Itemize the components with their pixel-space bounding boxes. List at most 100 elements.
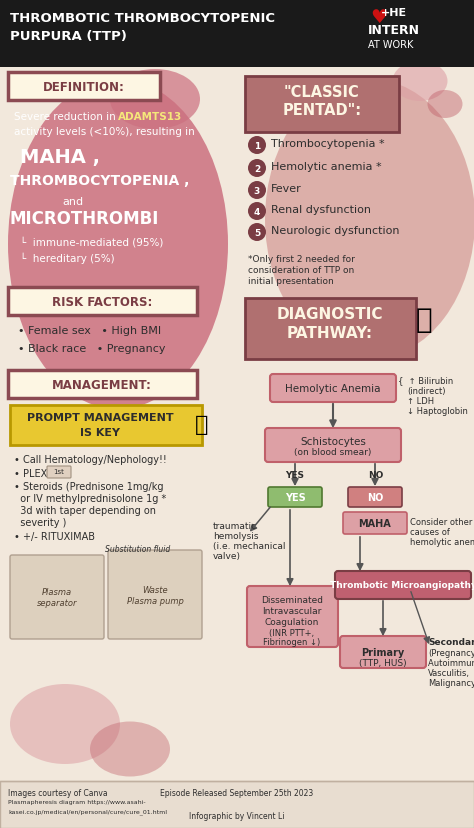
Text: AT WORK: AT WORK (368, 40, 413, 50)
Text: Coagulation: Coagulation (265, 617, 319, 626)
Text: INTERN: INTERN (368, 24, 420, 37)
Text: PROMPT MANAGEMENT: PROMPT MANAGEMENT (27, 412, 173, 422)
Text: RISK FACTORS:: RISK FACTORS: (52, 296, 152, 309)
Text: kasei.co.jp/medical/en/personal/cure/cure_01.html: kasei.co.jp/medical/en/personal/cure/cur… (8, 808, 167, 814)
Text: └  immune-mediated (95%): └ immune-mediated (95%) (20, 237, 164, 248)
Text: Intravascular: Intravascular (262, 606, 322, 615)
Text: THROMBOCYTOPENIA ,: THROMBOCYTOPENIA , (10, 174, 190, 188)
Text: {  ↑ Bilirubin: { ↑ Bilirubin (398, 376, 453, 384)
Text: THROMBOTIC THROMBOCYTOPENIC: THROMBOTIC THROMBOCYTOPENIC (10, 12, 275, 25)
Text: PATHWAY:: PATHWAY: (287, 325, 373, 340)
Text: and: and (62, 197, 83, 207)
Text: MAHA: MAHA (359, 518, 392, 528)
FancyBboxPatch shape (335, 571, 471, 599)
Text: *Only first 2 needed for: *Only first 2 needed for (248, 255, 355, 263)
Text: activity levels (<10%), resulting in: activity levels (<10%), resulting in (14, 127, 195, 137)
Text: hemolytic anemia: hemolytic anemia (410, 537, 474, 546)
Text: 💡: 💡 (416, 306, 433, 334)
Text: (on blood smear): (on blood smear) (294, 447, 372, 456)
Text: Thrombotic Microangiopathy: Thrombotic Microangiopathy (329, 580, 474, 590)
Text: or IV methylprednisolone 1g *: or IV methylprednisolone 1g * (14, 493, 166, 503)
Text: Fibrinogen ↓): Fibrinogen ↓) (264, 638, 320, 646)
Text: • Female sex   • High BMI: • Female sex • High BMI (18, 325, 161, 335)
FancyBboxPatch shape (10, 556, 104, 639)
Text: initial presentation: initial presentation (248, 277, 334, 286)
Text: YES: YES (285, 471, 304, 480)
Text: PURPURA (TTP): PURPURA (TTP) (10, 30, 127, 43)
Text: Thrombocytopenia *: Thrombocytopenia * (271, 139, 384, 149)
Text: ↓ Haptoglobin: ↓ Haptoglobin (407, 407, 468, 416)
FancyBboxPatch shape (10, 406, 202, 445)
FancyBboxPatch shape (108, 551, 202, 639)
Text: +HE: +HE (381, 8, 407, 18)
Text: NO: NO (367, 493, 383, 503)
FancyBboxPatch shape (340, 636, 426, 668)
FancyBboxPatch shape (245, 299, 416, 359)
Text: ADAMTS13: ADAMTS13 (118, 112, 182, 122)
Text: • PLEX: • PLEX (14, 469, 47, 479)
FancyBboxPatch shape (0, 0, 474, 68)
Text: (Pregnancy,: (Pregnancy, (428, 648, 474, 657)
Text: Waste
Plasma pump: Waste Plasma pump (127, 585, 183, 605)
Text: Hemolytic anemia *: Hemolytic anemia * (271, 161, 382, 171)
Text: (i.e. mechanical: (i.e. mechanical (213, 542, 285, 551)
Text: • Call Hematology/Nephology!!: • Call Hematology/Nephology!! (14, 455, 167, 465)
Text: Primary: Primary (361, 647, 405, 657)
Text: Neurologic dysfunction: Neurologic dysfunction (271, 226, 400, 236)
Text: (TTP, HUS): (TTP, HUS) (359, 658, 407, 667)
Text: Renal dysfunction: Renal dysfunction (271, 205, 371, 214)
Text: 1: 1 (254, 142, 260, 151)
Text: consideration of TTP on: consideration of TTP on (248, 266, 354, 275)
Text: Hemolytic Anemia: Hemolytic Anemia (285, 383, 381, 393)
Text: Fever: Fever (271, 184, 302, 194)
Text: Consider other: Consider other (410, 518, 473, 527)
Text: • Black race   • Pregnancy: • Black race • Pregnancy (18, 344, 165, 354)
FancyBboxPatch shape (8, 287, 197, 315)
Circle shape (248, 224, 266, 242)
Text: (indirect): (indirect) (407, 387, 446, 396)
Text: (INR PTT+,: (INR PTT+, (269, 628, 315, 638)
Text: • +/- RITUXIMAB: • +/- RITUXIMAB (14, 532, 95, 542)
Text: "CLASSIC: "CLASSIC (284, 85, 360, 100)
FancyBboxPatch shape (265, 428, 401, 463)
Circle shape (248, 203, 266, 221)
Text: ♥: ♥ (370, 8, 388, 27)
Text: Schistocytes: Schistocytes (300, 436, 366, 446)
Text: NO: NO (368, 471, 383, 480)
FancyBboxPatch shape (348, 488, 402, 508)
Text: causes of: causes of (410, 527, 450, 537)
Text: DEFINITION:: DEFINITION: (43, 81, 125, 94)
Ellipse shape (90, 722, 170, 777)
Text: hemolysis: hemolysis (213, 532, 258, 541)
Text: traumatic: traumatic (213, 522, 257, 531)
Text: 1st: 1st (54, 469, 64, 474)
Text: MANAGEMENT:: MANAGEMENT: (52, 378, 152, 392)
Ellipse shape (10, 684, 120, 764)
Circle shape (248, 160, 266, 178)
FancyBboxPatch shape (247, 586, 338, 647)
Text: Autoimmune, BMI,: Autoimmune, BMI, (428, 658, 474, 667)
Text: Episode Released September 25th 2023: Episode Released September 25th 2023 (160, 788, 314, 797)
Text: Plasmapheresis diagram https://www.asahi-: Plasmapheresis diagram https://www.asahi… (8, 799, 146, 804)
Text: valve): valve) (213, 551, 241, 561)
Ellipse shape (265, 80, 474, 359)
Text: Secondary: Secondary (428, 638, 474, 646)
Text: IS KEY: IS KEY (80, 427, 120, 437)
Text: Plasma
separator: Plasma separator (37, 588, 77, 607)
Text: 5: 5 (254, 229, 260, 237)
Text: 🔑: 🔑 (195, 415, 209, 435)
Ellipse shape (428, 91, 463, 119)
FancyBboxPatch shape (47, 466, 71, 479)
Text: Substitution fluid: Substitution fluid (105, 544, 170, 553)
Text: 2: 2 (254, 164, 260, 173)
Text: DIAGNOSTIC: DIAGNOSTIC (277, 306, 383, 321)
Text: 3d with taper depending on: 3d with taper depending on (14, 505, 156, 515)
Text: Images courtesy of Canva: Images courtesy of Canva (8, 788, 108, 797)
FancyBboxPatch shape (0, 781, 474, 828)
Ellipse shape (8, 80, 228, 410)
Text: YES: YES (284, 493, 305, 503)
FancyBboxPatch shape (245, 77, 399, 132)
Text: PENTAD":: PENTAD": (283, 103, 362, 118)
FancyBboxPatch shape (343, 513, 407, 534)
Circle shape (248, 137, 266, 155)
